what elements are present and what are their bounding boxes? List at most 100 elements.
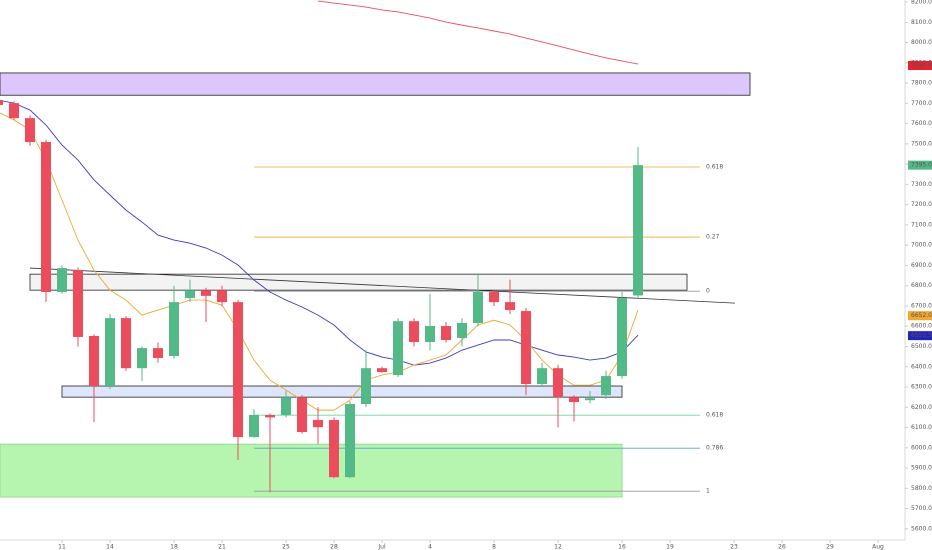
y-tick-label: 5800.0 [911, 485, 932, 492]
fib-label: 0.27 [706, 234, 720, 241]
price-label-bg [908, 160, 932, 170]
candle-body [73, 270, 83, 337]
x-tick-label: 4 [428, 544, 432, 550]
price-label: 6652.0 [911, 312, 932, 319]
x-tick-label: 18 [170, 544, 178, 550]
x-tick-label: 23 [730, 544, 738, 550]
fib-label: 0.618 [706, 163, 723, 170]
trendline [29, 267, 736, 304]
candle-body [297, 397, 307, 432]
candle-body [25, 118, 35, 143]
candle-body [137, 348, 147, 369]
fib-label: 0 [706, 288, 710, 295]
zone [0, 443, 623, 498]
candle-body [473, 291, 483, 323]
fib-label: 1 [706, 488, 710, 495]
candle-body [585, 398, 595, 401]
y-tick-label: 6400.0 [911, 363, 932, 370]
y-tick-label: 6800.0 [911, 282, 932, 289]
y-tick-label: 6600.0 [911, 323, 932, 330]
y-tick-label: 6500.0 [911, 343, 932, 350]
candle-body [57, 268, 67, 292]
candle-body [617, 298, 627, 377]
candle-body [521, 311, 531, 384]
candle-body [329, 420, 339, 478]
candle-body [217, 290, 227, 303]
candle-body [377, 368, 387, 373]
candle-body [633, 165, 643, 296]
candle-body [0, 100, 3, 105]
candle-body [489, 291, 499, 303]
price-label-bg [908, 311, 932, 321]
x-tick-label: Jul [377, 544, 386, 550]
x-tick-label: 25 [282, 544, 290, 550]
candle-body [41, 142, 51, 292]
y-tick-label: 7000.0 [911, 242, 932, 249]
candle-body [409, 321, 419, 343]
candle-body [393, 321, 403, 376]
price-label: 7395.0 [911, 162, 932, 169]
zone [61, 385, 623, 398]
y-tick-label: 6000.0 [911, 444, 932, 451]
candle-body [601, 376, 611, 396]
candle-body [553, 368, 563, 398]
y-tick-label: 7500.0 [911, 140, 932, 147]
moving-average [317, 0, 639, 65]
candle-body [121, 318, 131, 369]
candle-body [425, 326, 435, 343]
price-label-bg [908, 60, 932, 70]
y-tick-label: 8000.0 [911, 39, 932, 46]
x-tick-label: 8 [492, 544, 496, 550]
candle-body [361, 368, 371, 405]
y-tick-label: 6300.0 [911, 384, 932, 391]
x-tick-label: 12 [554, 544, 562, 550]
zone [29, 273, 688, 291]
candle-body [441, 326, 451, 341]
candle-body [233, 302, 243, 438]
y-tick-label: 5900.0 [911, 465, 932, 472]
y-tick-label: 7600.0 [911, 120, 932, 127]
y-tick-label: 8100.0 [911, 19, 932, 26]
candle-body [185, 290, 195, 299]
y-tick-label: 6700.0 [911, 302, 932, 309]
candle-body [265, 414, 275, 418]
y-tick-label: 5600.0 [911, 525, 932, 532]
zone [0, 72, 751, 96]
x-tick-label: 29 [826, 544, 834, 550]
y-tick-label: 8200.0 [911, 0, 932, 6]
candle-body [249, 414, 259, 438]
fib-label: 0.618 [706, 412, 723, 419]
candle-body [345, 404, 355, 478]
y-tick-label: 5700.0 [911, 505, 932, 512]
candle-body [505, 302, 515, 311]
price-label-bg [908, 331, 932, 341]
x-tick-label: 21 [218, 544, 226, 550]
candle-body [169, 302, 179, 357]
x-tick-label: 26 [778, 544, 786, 550]
candle-body [537, 368, 547, 384]
x-tick-label: 11 [58, 544, 66, 550]
x-tick-label: 14 [106, 544, 114, 550]
x-tick-label: Aug [872, 544, 884, 550]
x-tick-label: 16 [618, 544, 626, 550]
y-tick-label: 7300.0 [911, 181, 932, 188]
candle-body [89, 335, 99, 387]
candle-body [457, 322, 467, 338]
fib-label: 0.786 [706, 445, 723, 452]
y-tick-label: 6200.0 [911, 404, 932, 411]
candle-body [105, 318, 115, 387]
y-tick-label: 7800.0 [911, 80, 932, 87]
candle-body [569, 397, 579, 403]
x-tick-label: 28 [330, 544, 338, 550]
price-label: 6553.5 [911, 332, 932, 339]
y-tick-label: 6900.0 [911, 262, 932, 269]
price-label: 7886.8 [911, 62, 932, 69]
y-tick-label: 6100.0 [911, 424, 932, 431]
candle-body [281, 397, 291, 415]
y-tick-label: 7200.0 [911, 201, 932, 208]
candle-body [9, 103, 19, 119]
y-tick-label: 7700.0 [911, 100, 932, 107]
y-tick-label: 7100.0 [911, 221, 932, 228]
candle-body [313, 420, 323, 428]
